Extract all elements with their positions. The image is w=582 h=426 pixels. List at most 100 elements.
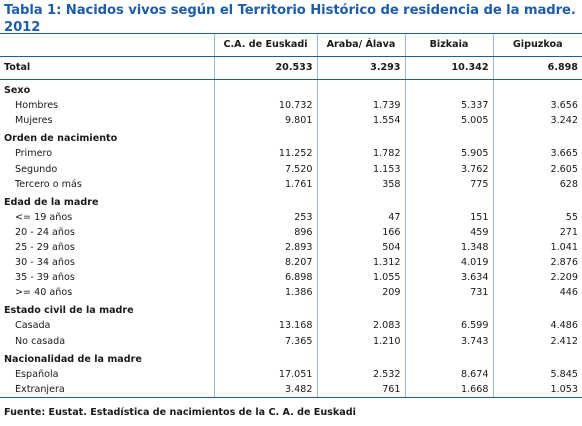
cell-value: 17.051 — [213, 366, 317, 382]
table-row: Mujeres 9.801 1.554 5.005 3.242 — [0, 113, 582, 129]
empty-cell — [213, 128, 317, 147]
cell-value: 151 — [404, 209, 493, 225]
cell-value: 55 — [492, 209, 582, 225]
table-row: No casada 7.365 1.210 3.743 2.412 — [0, 333, 582, 349]
empty-cell — [213, 79, 317, 99]
section-header-row: Nacionalidad de la madre — [0, 348, 582, 367]
cell-value: 1.761 — [213, 176, 317, 192]
cell-value: 5.005 — [404, 113, 493, 129]
cell-value: 47 — [316, 209, 405, 225]
row-label: >= 40 años — [15, 287, 73, 299]
births-table: C.A. de Euskadi Araba/ Álava Bizkaia Gip… — [0, 33, 582, 398]
cell-value: 6.599 — [404, 318, 493, 334]
row-label: 25 - 29 años — [15, 241, 75, 253]
cell-value: 2.412 — [492, 333, 582, 349]
cell-value: 13.168 — [213, 318, 317, 334]
source-note: Fuente: Eustat. Estadística de nacimient… — [4, 407, 356, 418]
cell-value: 2.209 — [492, 270, 582, 286]
table-title: Tabla 1: Nacidos vivos según el Territor… — [4, 3, 576, 35]
empty-cell — [404, 348, 493, 367]
section-header-row: Orden de nacimiento — [0, 128, 582, 147]
cell-value: 4.019 — [404, 255, 493, 271]
cell-value: 1.312 — [316, 255, 405, 271]
cell-value: 2.083 — [316, 318, 405, 334]
table-row: Casada 13.168 2.083 6.599 4.486 — [0, 318, 582, 334]
cell-value: 3.665 — [492, 146, 582, 162]
column-header: Bizkaia — [404, 33, 493, 57]
cell-value: 166 — [316, 224, 405, 240]
cell-value: 6.898 — [213, 270, 317, 286]
column-header: C.A. de Euskadi — [213, 33, 317, 57]
empty-cell — [404, 79, 493, 99]
cell-value: 3.242 — [492, 113, 582, 129]
cell-value: 2.876 — [492, 255, 582, 271]
table-row: Hombres 10.732 1.739 5.337 3.656 — [0, 98, 582, 114]
row-label: Segundo — [15, 163, 58, 175]
cell-value: 1.041 — [492, 239, 582, 256]
cell-value: 896 — [213, 224, 317, 240]
cell-value: 1.386 — [213, 285, 317, 301]
empty-cell — [316, 79, 405, 99]
table-row: 35 - 39 años 6.898 1.055 3.634 2.209 — [0, 270, 582, 286]
cell-value: 1.055 — [316, 270, 405, 286]
row-label: 35 - 39 años — [15, 272, 75, 284]
table-row: <= 19 años 253 47 151 55 — [0, 209, 582, 225]
cell-value: 11.252 — [213, 146, 317, 162]
table-row: Segundo 7.520 1.153 3.762 2.605 — [0, 161, 582, 177]
cell-value: 271 — [492, 224, 582, 240]
section-header-row: Edad de la madre — [0, 191, 582, 210]
table-row: Extranjera 3.482 761 1.668 1.053 — [0, 381, 582, 398]
table-row: 30 - 34 años 8.207 1.312 4.019 2.876 — [0, 255, 582, 271]
cell-value: 628 — [492, 176, 582, 192]
row-label: Total — [0, 56, 214, 80]
total-row: Total 20.533 3.293 10.342 6.898 — [0, 56, 582, 80]
cell-value: 775 — [404, 176, 493, 192]
cell-value: 504 — [316, 239, 405, 256]
cell-value: 253 — [213, 209, 317, 225]
empty-cell — [404, 191, 493, 210]
cell-value: 4.486 — [492, 318, 582, 334]
cell-value: 3.656 — [492, 98, 582, 114]
empty-cell — [316, 300, 405, 319]
cell-value: 1.348 — [404, 239, 493, 256]
cell-value: 209 — [316, 285, 405, 301]
cell-value: 5.905 — [404, 146, 493, 162]
cell-value: 8.207 — [213, 255, 317, 271]
row-label: Extranjera — [0, 381, 214, 398]
row-label: 30 - 34 años — [15, 257, 75, 269]
empty-cell — [316, 191, 405, 210]
table-row: 20 - 24 años 896 166 459 271 — [0, 224, 582, 240]
table-row: Tercero o más 1.761 358 775 628 — [0, 176, 582, 192]
cell-value: 1.554 — [316, 113, 405, 129]
cell-value: 1.153 — [316, 161, 405, 177]
empty-cell — [213, 191, 317, 210]
table-row: >= 40 años 1.386 209 731 446 — [0, 285, 582, 301]
empty-cell — [213, 300, 317, 319]
empty-cell — [316, 128, 405, 147]
cell-value: 10.342 — [404, 56, 493, 80]
section-label: Edad de la madre — [4, 196, 99, 208]
section-label: Estado civil de la madre — [4, 305, 134, 317]
cell-value: 9.801 — [213, 113, 317, 129]
cell-value: 358 — [316, 176, 405, 192]
header-row: C.A. de Euskadi Araba/ Álava Bizkaia Gip… — [0, 33, 582, 57]
cell-value: 1.739 — [316, 98, 405, 114]
cell-value: 761 — [316, 381, 405, 398]
section-header-row: Estado civil de la madre — [0, 300, 582, 319]
cell-value: 1.782 — [316, 146, 405, 162]
table-row: Española 17.051 2.532 8.674 5.845 — [0, 366, 582, 382]
empty-cell — [492, 300, 582, 319]
row-label: 20 - 24 años — [15, 226, 75, 238]
row-label: Casada — [15, 320, 51, 332]
empty-cell — [492, 128, 582, 147]
row-label: Hombres — [15, 100, 59, 112]
header-blank — [0, 33, 214, 57]
column-header: Araba/ Álava — [316, 33, 405, 57]
section-label: Sexo — [4, 85, 31, 97]
cell-value: 3.762 — [404, 161, 493, 177]
empty-cell — [404, 300, 493, 319]
table-row: 25 - 29 años 2.893 504 1.348 1.041 — [0, 239, 582, 256]
cell-value: 3.482 — [213, 381, 317, 398]
section-label: Nacionalidad de la madre — [4, 353, 142, 365]
column-header: Gipuzkoa — [492, 33, 582, 57]
